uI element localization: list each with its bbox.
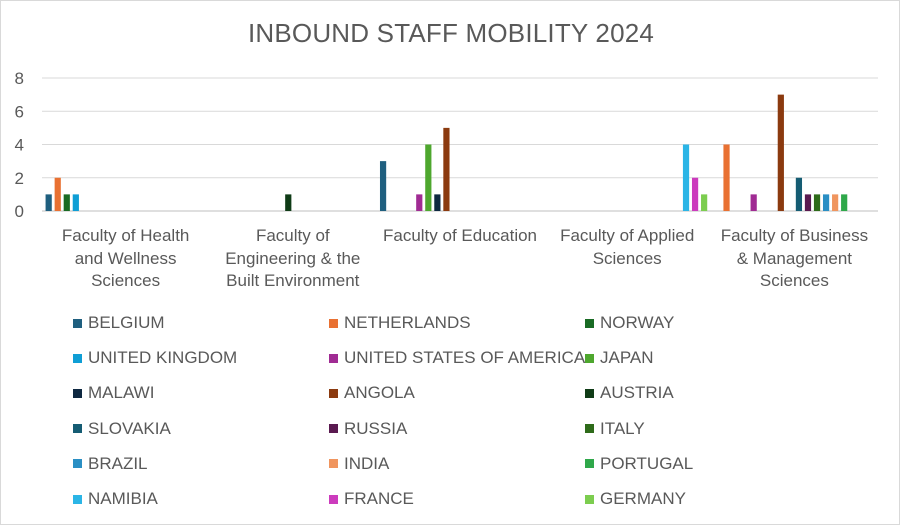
legend-label: BELGIUM [88, 313, 165, 332]
bar-malawi [434, 194, 441, 211]
bar-united-states-of-america [416, 194, 423, 211]
legend-item: FRANCE [329, 489, 414, 509]
legend-label: NETHERLANDS [344, 313, 471, 332]
x-tick-label: Faculty of Education [382, 226, 538, 245]
legend-swatch [585, 353, 594, 363]
bar-united-states-of-america [750, 194, 757, 211]
x-tick-label: Faculty of Applied Sciences [560, 226, 695, 268]
legend-label: JAPAN [600, 348, 654, 368]
legend-swatch [73, 353, 82, 363]
legend-swatch [585, 459, 594, 469]
legend-label: PORTUGAL [600, 453, 694, 473]
bar-portugal [841, 194, 848, 211]
y-tick-label: 0 [15, 202, 24, 221]
y-tick-label: 6 [15, 102, 24, 121]
chart-title: INBOUND STAFF MOBILITY 2024 [247, 18, 655, 48]
legend-item: UNITED KINGDOM [73, 348, 237, 368]
legend-swatch [585, 318, 594, 328]
legend-swatch [73, 459, 82, 469]
x-tick-label: Faculty of Business & Management Science… [720, 226, 869, 290]
legend-item: JAPAN [585, 348, 654, 368]
legend-item: SLOVAKIA [73, 419, 171, 439]
legend-swatch [585, 494, 594, 504]
x-tick-label: Faculty of Health and Wellness Sciences [61, 226, 190, 290]
bar-japan [425, 144, 432, 211]
bar-brazil [822, 194, 830, 211]
legend-label: NORWAY [600, 313, 675, 332]
legend-label: RUSSIA [344, 418, 408, 438]
bar-india [832, 194, 839, 211]
legend-item: ITALY [585, 419, 645, 439]
legend-swatch [73, 494, 82, 504]
bar-angola [777, 94, 784, 211]
legend-swatch [73, 388, 82, 398]
bar-italy [813, 194, 821, 211]
legend-item: BRAZIL [73, 454, 148, 474]
legend-item: AUSTRIA [585, 383, 674, 403]
legend-label: MALAWI [88, 383, 155, 403]
bar-slovakia [795, 177, 803, 211]
legend-swatch [585, 388, 594, 398]
bar-angola [443, 127, 450, 211]
legend-swatch [585, 424, 594, 434]
legend-label: ANGOLA [344, 383, 415, 403]
legend-item: NORWAY [585, 313, 674, 333]
legend-label: ITALY [600, 418, 645, 438]
y-tick-label: 2 [15, 169, 24, 188]
bar-belgium [379, 161, 387, 211]
legend-item: PORTUGAL [585, 454, 693, 474]
legend-item: UNITED STATES OF AMERICA [329, 348, 585, 368]
bar-netherlands [723, 144, 730, 211]
legend-item: GERMANY [585, 489, 686, 509]
y-tick-label: 4 [15, 136, 24, 155]
bar-netherlands [54, 177, 61, 211]
legend-swatch [329, 353, 338, 363]
legend-label: NAMIBIA [88, 489, 158, 508]
bar-namibia [682, 144, 690, 211]
legend-label: AUSTRIA [600, 383, 674, 403]
bar-germany [701, 194, 708, 211]
y-tick-label: 8 [15, 69, 24, 88]
legend-item: NETHERLANDS [329, 313, 471, 333]
legend-label: SLOVAKIA [88, 418, 171, 438]
bar-united-kingdom [72, 194, 79, 211]
bar-russia [804, 194, 812, 211]
legend-label: UNITED STATES OF AMERICA [344, 348, 586, 368]
legend-label: INDIA [344, 453, 390, 473]
legend-item: RUSSIA [329, 419, 407, 439]
legend-swatch [329, 318, 338, 328]
bar-norway [63, 194, 70, 211]
legend-swatch [329, 388, 338, 398]
legend-item: NAMIBIA [73, 489, 158, 509]
legend-swatch [329, 424, 338, 434]
legend-item: ANGOLA [329, 383, 415, 403]
legend-swatch [329, 494, 338, 504]
bar-austria [285, 194, 292, 211]
bar-france [691, 177, 699, 211]
legend-swatch [329, 459, 338, 469]
legend-swatch [73, 424, 82, 434]
legend-item: INDIA [329, 454, 389, 474]
legend-label: FRANCE [344, 489, 414, 508]
legend-label: UNITED KINGDOM [88, 348, 238, 368]
bar-belgium [45, 194, 52, 211]
x-tick-label: Faculty of Engineering & the Built Envir… [225, 226, 361, 290]
legend-item: MALAWI [73, 383, 154, 403]
legend-label: BRAZIL [88, 453, 148, 473]
legend-label: GERMANY [600, 489, 686, 508]
legend-item: BELGIUM [73, 313, 165, 333]
legend-swatch [73, 318, 82, 328]
